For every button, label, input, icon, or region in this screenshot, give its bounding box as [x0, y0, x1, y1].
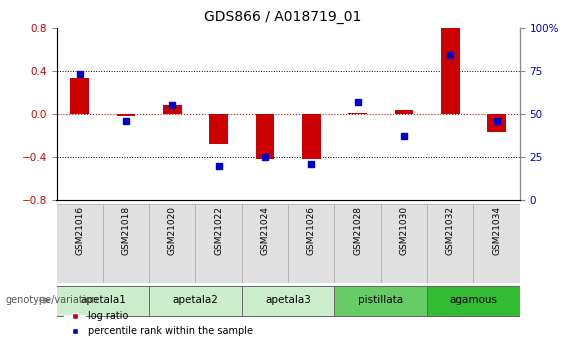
Bar: [473, 204, 520, 283]
Text: genotype/variation: genotype/variation: [6, 295, 98, 305]
Text: GSM21028: GSM21028: [353, 206, 362, 255]
Text: agamous: agamous: [450, 295, 497, 305]
Bar: [334, 286, 427, 316]
Bar: [427, 286, 520, 316]
Bar: [149, 204, 195, 283]
Bar: [195, 204, 242, 283]
Bar: [488, 114, 506, 132]
Text: GSM21030: GSM21030: [399, 206, 408, 255]
Text: GSM21016: GSM21016: [75, 206, 84, 255]
Text: apetala2: apetala2: [172, 295, 219, 305]
Bar: [441, 28, 459, 114]
Bar: [242, 204, 288, 283]
Text: GSM21020: GSM21020: [168, 206, 177, 255]
Text: pistillata: pistillata: [358, 295, 403, 305]
Bar: [427, 204, 473, 283]
Bar: [256, 114, 274, 159]
Text: GSM21026: GSM21026: [307, 206, 316, 255]
Bar: [210, 114, 228, 144]
Bar: [242, 286, 334, 316]
Bar: [302, 114, 320, 159]
Text: apetala1: apetala1: [80, 295, 126, 305]
Bar: [334, 204, 381, 283]
Bar: [349, 113, 367, 114]
Bar: [381, 204, 427, 283]
Bar: [288, 204, 334, 283]
Text: GDS866 / A018719_01: GDS866 / A018719_01: [204, 10, 361, 24]
Text: GSM21032: GSM21032: [446, 206, 455, 255]
Text: apetala3: apetala3: [265, 295, 311, 305]
Bar: [71, 78, 89, 114]
Text: GSM21018: GSM21018: [121, 206, 131, 255]
Bar: [395, 110, 413, 114]
Legend: log ratio, percentile rank within the sample: log ratio, percentile rank within the sa…: [62, 307, 257, 340]
Text: GSM21022: GSM21022: [214, 206, 223, 255]
Bar: [149, 286, 242, 316]
Bar: [56, 286, 149, 316]
Bar: [117, 114, 135, 116]
Text: GSM21034: GSM21034: [492, 206, 501, 255]
Bar: [163, 105, 181, 114]
Text: GSM21024: GSM21024: [260, 206, 270, 255]
Bar: [103, 204, 149, 283]
Bar: [56, 204, 103, 283]
